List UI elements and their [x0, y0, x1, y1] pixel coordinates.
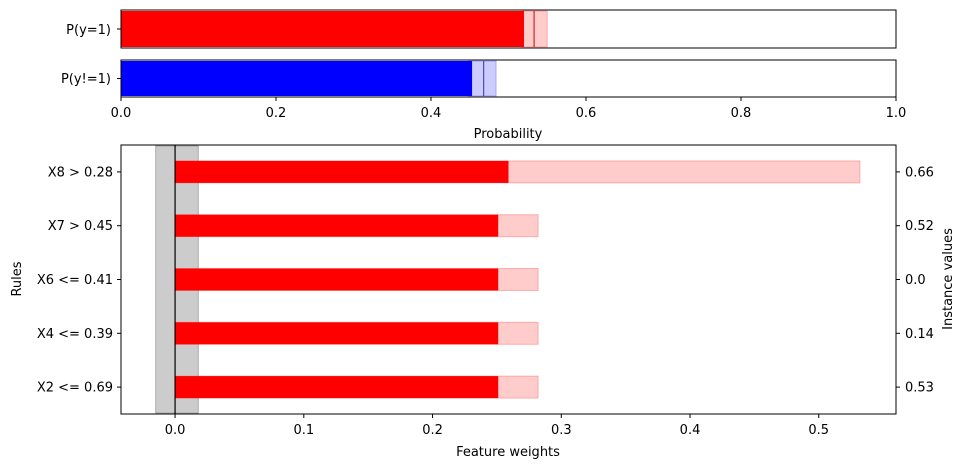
probability-bar	[121, 11, 524, 47]
rule-weight-bar	[175, 322, 499, 345]
rule-label: X6 <= 0.41	[37, 273, 113, 288]
feature-weight-x-tick-label: 0.4	[680, 423, 701, 438]
probability-bar	[121, 61, 473, 96]
rule-label: X2 <= 0.69	[37, 381, 113, 396]
rules-axis-label: Rules	[10, 261, 25, 296]
feature-weight-x-tick-label: 0.0	[165, 423, 186, 438]
probability-x-tick-label: 0.4	[421, 106, 442, 121]
feature-weights-x-axis: 0.0 0.1 0.2 0.3 0.4 0.5	[165, 414, 829, 438]
rule-label: X4 <= 0.39	[37, 327, 113, 342]
feature-weight-x-tick-label: 0.3	[551, 423, 572, 438]
feature-weight-x-tick-label: 0.2	[422, 423, 443, 438]
instance-value-label: 0.0	[905, 273, 926, 288]
rule-weight-bar	[175, 376, 499, 399]
probability-x-tick-label: 0.8	[731, 106, 752, 121]
feature-weights-axis-label: Feature weights	[456, 445, 560, 460]
rule-weight-bar	[175, 160, 509, 183]
probability-x-tick-label: 1.0	[886, 106, 907, 121]
probability-panel-positive: P(y=1)	[66, 9, 897, 49]
instance-values-axis-label: Instance values	[941, 228, 956, 330]
probability-x-tick-label: 0.6	[576, 106, 597, 121]
rule-weight-bar	[175, 268, 499, 291]
probability-x-axis: 0.0 0.2 0.4 0.6 0.8 1.0	[111, 97, 907, 121]
feature-weight-x-tick-label: 0.5	[808, 423, 829, 438]
probability-panel-negative: P(y!=1)	[61, 59, 897, 98]
probability-interval-band	[467, 60, 497, 97]
probability-x-tick-label: 0.0	[111, 106, 132, 121]
probability-category-label: P(y=1)	[66, 23, 111, 38]
probability-x-tick-label: 0.2	[266, 106, 287, 121]
instance-value-label: 0.52	[905, 219, 934, 234]
probability-axis-label: Probability	[474, 127, 543, 142]
rule-label: X8 > 0.28	[48, 165, 113, 180]
instance-value-label: 0.66	[905, 165, 934, 180]
feature-weights-panel: X8 > 0.28 0.66 X7 > 0.45 0.52 X6 <= 0.41 0.0 X…	[37, 144, 934, 415]
instance-value-label: 0.53	[905, 381, 934, 396]
instance-value-label: 0.14	[905, 327, 934, 342]
rule-label: X7 > 0.45	[48, 219, 113, 234]
rule-weight-bar	[175, 214, 499, 237]
probability-category-label: P(y!=1)	[61, 72, 111, 87]
feature-weight-x-tick-label: 0.1	[293, 423, 314, 438]
